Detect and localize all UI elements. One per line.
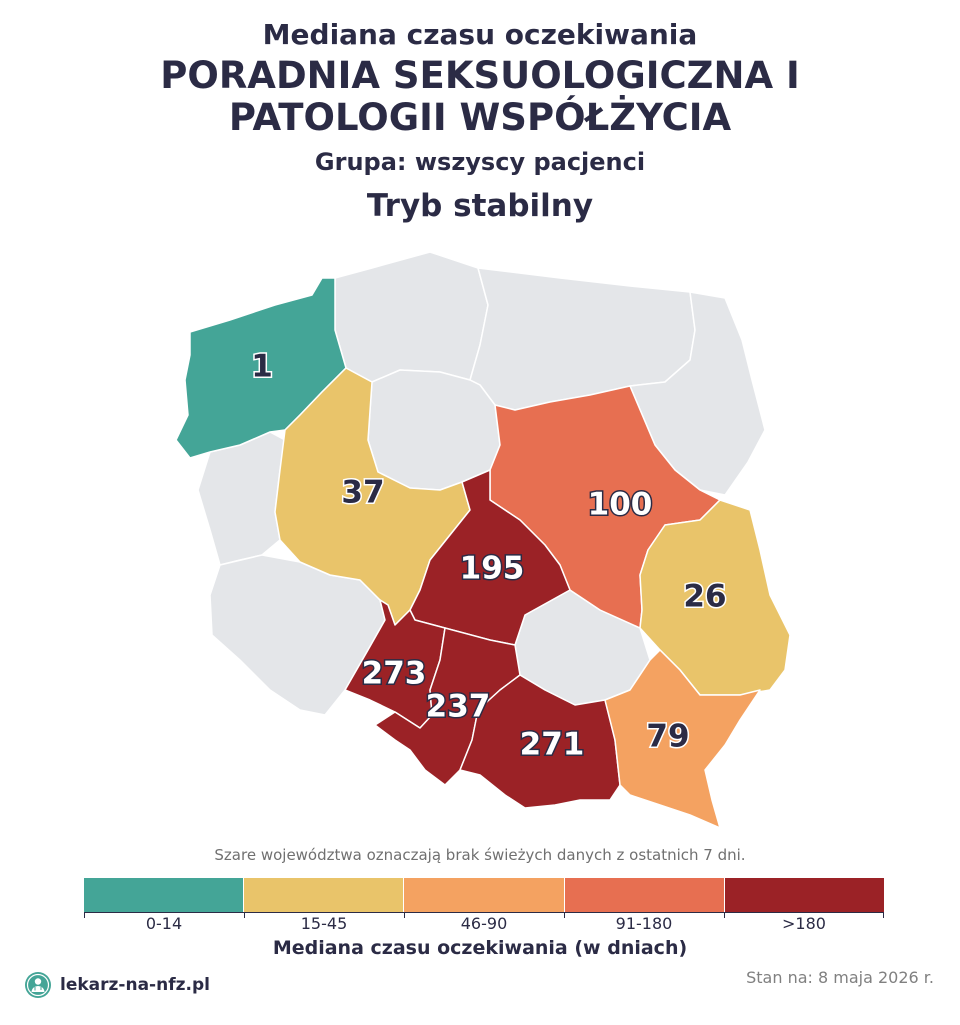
chart-supertitle: Mediana czasu oczekiwania: [262, 18, 698, 51]
chart-title: PORADNIA SEKSUOLOGICZNA I PATOLOGII WSPÓ…: [0, 55, 960, 139]
legend-swatch-15-45: [244, 878, 405, 912]
value-label-malopolskie: 271: [520, 727, 585, 763]
legend-labels: 0-14 15-45 46-90 91-180 >180: [84, 914, 884, 933]
legend-tick: [724, 912, 725, 918]
date-stamp: Stan na: 8 maja 2026 r.: [746, 968, 934, 987]
legend-label: 91-180: [615, 914, 673, 933]
value-label-mazowieckie: 100: [588, 487, 653, 523]
value-label-slaskie: 237: [426, 689, 491, 725]
brand[interactable]: lekarz-na-nfz.pl: [24, 971, 210, 999]
chart-title-line-2: PATOLOGII WSPÓŁŻYCIA: [228, 96, 732, 139]
legend-swatch-46-90: [404, 878, 565, 912]
region-kujawsko-pomorskie: [367, 369, 501, 491]
legend-swatch-over-180: [724, 878, 885, 912]
legend-label: 15-45: [300, 914, 348, 933]
value-label-podkarpackie: 79: [646, 719, 689, 755]
mode-subtitle: Tryb stabilny: [366, 188, 594, 224]
legend-tick: [404, 912, 405, 918]
region-podkarpackie: [604, 649, 761, 829]
legend-swatch-91-180: [564, 878, 725, 912]
legend-label: 46-90: [460, 914, 508, 933]
legend-tick: [883, 912, 884, 918]
value-label-wielkopolskie: 37: [341, 475, 384, 511]
brand-name: lekarz-na-nfz.pl: [60, 975, 210, 995]
value-label-lubelskie: 26: [683, 579, 726, 615]
legend-tick: [244, 912, 245, 918]
region-malopolskie: [459, 674, 621, 809]
no-data-note: Szare województwa oznaczają brak świeżyc…: [214, 846, 746, 864]
region-pomorskie: [334, 251, 489, 383]
legend-label: 0-14: [145, 914, 183, 933]
poland-voivodeship-map: 1 37 100 195 26 273 237 271 79: [175, 251, 791, 829]
value-label-lodzkie: 195: [460, 551, 525, 587]
chart-title-line-1: PORADNIA SEKSUOLOGICZNA I: [160, 54, 800, 97]
legend-swatch-0-14: [84, 878, 245, 912]
legend-axis-line: [84, 912, 884, 921]
value-label-zachodniopomorskie: 1: [251, 349, 273, 385]
color-legend: [84, 878, 885, 912]
doctor-logo-icon: [25, 972, 51, 998]
legend-title: Mediana czasu oczekiwania (w dniach): [272, 937, 688, 959]
group-subtitle: Grupa: wszyscy pacjenci: [314, 148, 646, 176]
value-label-opolskie: 273: [362, 656, 427, 692]
legend-tick: [564, 912, 565, 918]
legend-label: >180: [782, 914, 826, 933]
legend-tick: [84, 912, 85, 918]
